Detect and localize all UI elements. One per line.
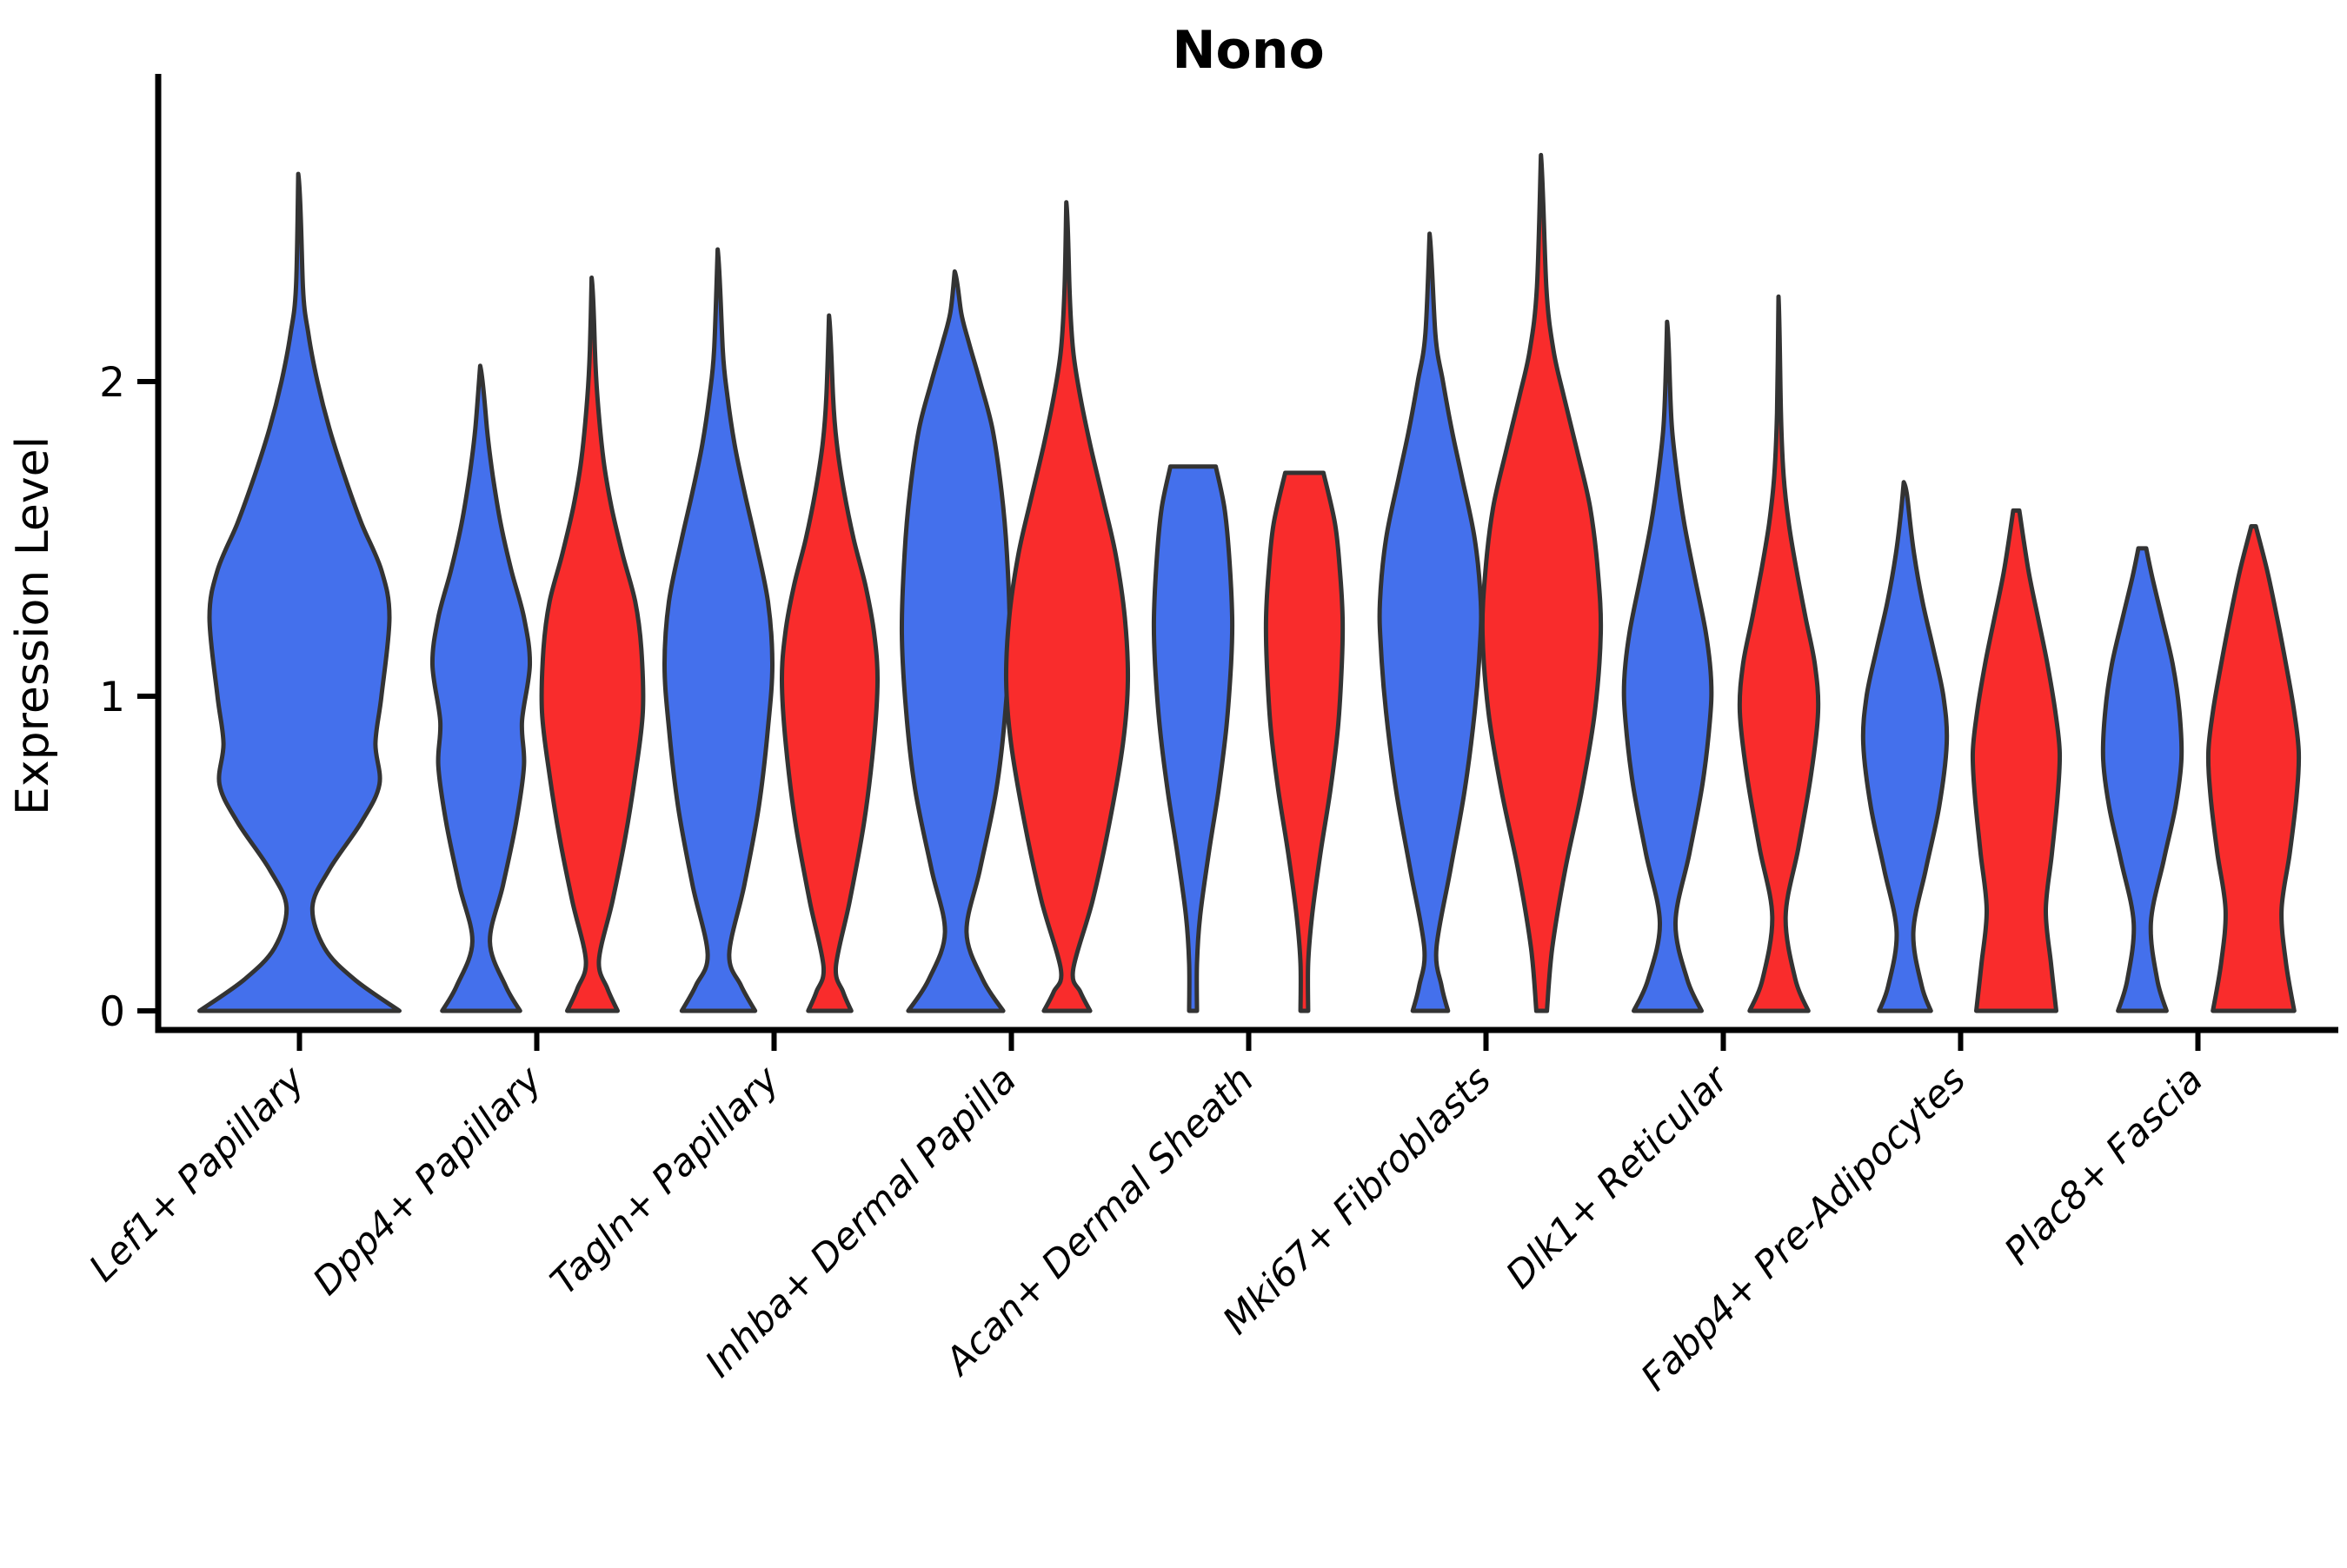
violin-lef1-papillary-blue <box>197 171 402 1013</box>
violin-mki67-fibroblasts-blue <box>1377 231 1484 1013</box>
violin-acan-dermal-sheath-blue <box>1151 464 1235 1013</box>
violin-acan-dermal-sheath-red <box>1263 470 1346 1013</box>
violin-inhba-dermal-papilla-blue <box>899 269 1013 1013</box>
x-tick-label-dpp4-papillary: Dpp4+ Papillary <box>305 1058 551 1304</box>
violin-dpp4-papillary-red <box>539 276 646 1013</box>
x-tick-label-mki67-fibroblasts: Mki67+ Fibroblasts <box>1214 1058 1499 1343</box>
chart-title: Nono <box>1172 20 1324 81</box>
y-tick-label: 1 <box>99 674 125 721</box>
violin-tagln-papillary-blue <box>662 247 775 1013</box>
violin-fabp4-pre-adipocytes-red <box>1970 508 2063 1013</box>
x-tick-label-plac8-fascia: Plac8+ Fascia <box>1997 1058 2212 1273</box>
x-tick-label-lef1-papillary: Lef1+ Papillary <box>81 1058 313 1290</box>
violin-fabp4-pre-adipocytes-blue <box>1860 480 1950 1013</box>
violin-mki67-fibroblasts-red <box>1479 152 1604 1013</box>
x-tick-label-tagln-papillary: Tagln+ Papillary <box>542 1058 788 1304</box>
x-tick-label-dlk1-reticular: Dlk1+ Reticular <box>1498 1057 1739 1298</box>
y-axis-label: Expression Level <box>7 436 59 815</box>
violin-plac8-fascia-blue <box>2100 546 2184 1013</box>
violin-inhba-dermal-papilla-red <box>1003 200 1131 1013</box>
violin-dlk1-reticular-blue <box>1621 319 1714 1013</box>
violin-tagln-papillary-red <box>779 313 881 1013</box>
violin-plac8-fascia-red <box>2205 524 2302 1013</box>
violin-dpp4-papillary-blue <box>429 363 533 1013</box>
violin-dlk1-reticular-red <box>1737 294 1821 1013</box>
y-tick-label: 2 <box>99 359 125 407</box>
y-tick-label: 0 <box>99 988 125 1036</box>
violins-layer <box>197 152 2302 1013</box>
